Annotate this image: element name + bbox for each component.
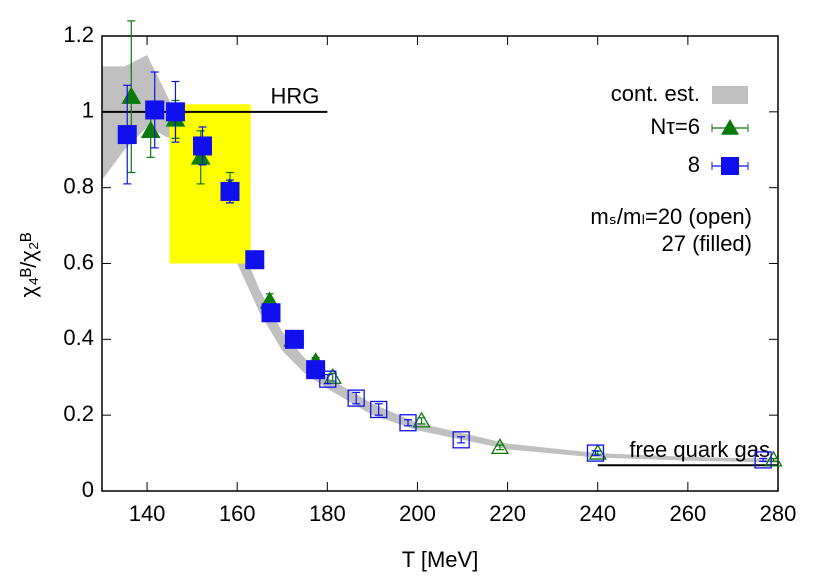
legend-label: cont. est.	[611, 81, 700, 106]
error-bar	[404, 419, 413, 427]
reference-label: free quark gas	[629, 437, 770, 462]
x-tick-label: 200	[399, 501, 436, 526]
error-bar	[323, 373, 332, 385]
marker	[261, 303, 281, 323]
marker	[586, 444, 605, 462]
error-bar	[591, 450, 600, 456]
error-bar	[457, 436, 466, 444]
marker	[165, 102, 185, 122]
y-tick-label: 0	[82, 477, 94, 502]
error-bar	[759, 457, 768, 463]
error-bar	[352, 391, 361, 405]
y-tick-label: 0.6	[63, 249, 94, 274]
x-tick-label: 220	[489, 501, 526, 526]
y-tick-label: 1	[82, 98, 94, 123]
reference-label: HRG	[270, 84, 319, 109]
note: mₛ/mₗ=20 (open)	[590, 204, 752, 229]
marker	[412, 411, 431, 428]
x-tick-label: 160	[219, 501, 256, 526]
marker	[490, 438, 510, 455]
y-tick-label: 0.4	[63, 325, 94, 350]
marker	[754, 451, 772, 469]
marker	[323, 367, 342, 384]
marker	[347, 389, 365, 407]
x-tick-label: 140	[129, 501, 166, 526]
note: 27 (filled)	[662, 231, 752, 256]
marker	[192, 136, 212, 156]
x-tick-label: 260	[670, 501, 707, 526]
marker	[764, 450, 783, 467]
legend-marker	[721, 157, 739, 175]
x-tick-label: 240	[579, 501, 616, 526]
legend-label: 8	[688, 152, 700, 177]
error-bar	[374, 403, 383, 416]
marker	[284, 329, 304, 349]
marker	[588, 443, 607, 460]
x-tick-label: 180	[309, 501, 346, 526]
x-axis-label: T [MeV]	[402, 547, 479, 572]
y-tick-label: 0.2	[63, 401, 94, 426]
y-tick-label: 1.2	[63, 22, 94, 47]
marker	[319, 370, 337, 388]
legend-swatch	[712, 86, 748, 104]
marker	[245, 250, 265, 270]
marker	[220, 181, 240, 201]
legend-marker	[721, 119, 739, 135]
marker	[117, 125, 137, 145]
marker	[306, 360, 326, 380]
y-axis-label: χ₄ᴮ/χ₂ᴮ	[16, 233, 41, 298]
legend-label: Nτ=6	[650, 114, 700, 139]
marker	[145, 100, 165, 120]
y-tick-label: 0.8	[63, 173, 94, 198]
marker	[452, 431, 470, 449]
marker	[370, 400, 388, 419]
marker	[190, 147, 211, 165]
marker	[399, 414, 417, 432]
x-tick-label: 280	[760, 501, 797, 526]
